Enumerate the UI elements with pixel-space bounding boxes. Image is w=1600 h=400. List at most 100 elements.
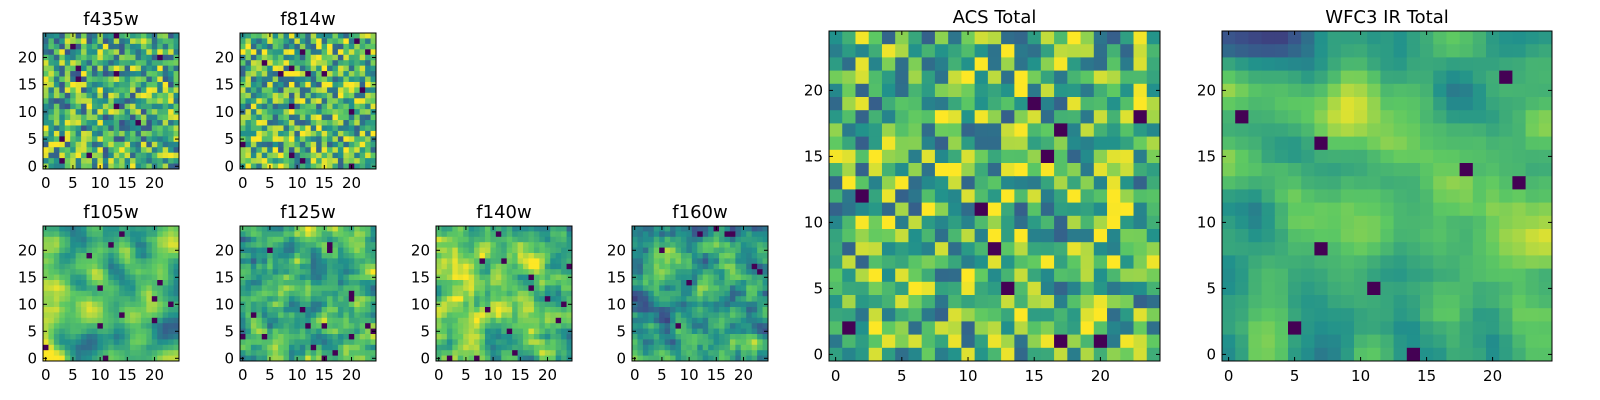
heatmap-cell	[697, 285, 704, 292]
x-tick-label: 0	[238, 366, 248, 384]
heatmap-cell	[294, 65, 301, 72]
heatmap-cell	[97, 280, 104, 286]
heatmap-cell	[321, 65, 328, 72]
heatmap-cell	[506, 350, 513, 356]
heatmap-cell	[1001, 57, 1015, 71]
heatmap-cell	[708, 317, 714, 324]
heatmap-cell	[162, 323, 169, 329]
heatmap-cell	[1525, 70, 1540, 85]
heatmap-cell	[272, 114, 279, 121]
heatmap-cell	[310, 87, 317, 94]
heatmap-cell	[135, 125, 142, 132]
heatmap-cell	[648, 258, 655, 265]
heatmap-cell	[1525, 189, 1540, 203]
heatmap-cell	[506, 242, 513, 248]
heatmap-cell	[1120, 268, 1134, 283]
heatmap-cell	[299, 71, 306, 77]
heatmap-cell	[697, 231, 704, 238]
heatmap-cell	[1472, 202, 1487, 217]
heatmap-cell	[261, 49, 268, 56]
heatmap-cell	[305, 296, 312, 302]
heatmap-cell	[359, 38, 366, 45]
heatmap-cell	[1288, 149, 1302, 164]
heatmap-cell	[533, 280, 540, 286]
heatmap-cell	[146, 263, 153, 270]
heatmap-cell	[1235, 176, 1249, 190]
y-tick-label: 20	[215, 48, 234, 66]
heatmap-cell	[659, 290, 666, 297]
heatmap-cell	[108, 269, 115, 275]
heatmap-cell	[1354, 202, 1368, 217]
heatmap-cell	[288, 92, 295, 99]
heatmap-cell	[316, 323, 322, 329]
heatmap-cell	[675, 280, 682, 286]
heatmap-cell	[555, 355, 562, 362]
heatmap-cell	[305, 60, 312, 67]
heatmap-cell	[162, 81, 169, 88]
heatmap-cell	[359, 152, 366, 159]
heatmap-cell	[245, 33, 252, 39]
heatmap-cell	[921, 31, 936, 45]
heatmap-cell	[528, 301, 535, 308]
heatmap-cell	[1080, 321, 1095, 335]
heatmap-cell	[648, 242, 655, 248]
heatmap-cell	[294, 296, 301, 302]
heatmap-cell	[729, 296, 736, 302]
heatmap-cell	[1486, 215, 1500, 230]
heatmap-cell	[113, 158, 120, 164]
heatmap-cell	[81, 141, 87, 148]
heatmap-cell	[855, 308, 870, 322]
heatmap-cell	[1001, 44, 1015, 58]
heatmap-cell	[735, 242, 742, 248]
heatmap-cell	[43, 236, 49, 243]
heatmap-cell	[468, 274, 475, 281]
heatmap-cell	[86, 120, 93, 126]
heatmap-cell	[1093, 189, 1108, 203]
x-tick-label: 15	[511, 366, 530, 384]
heatmap-cell	[294, 92, 301, 99]
heatmap-cell	[506, 247, 513, 254]
heatmap-cell	[75, 60, 82, 67]
heatmap-cell	[81, 103, 87, 110]
heatmap-cell	[1248, 136, 1262, 151]
heatmap-cell	[250, 109, 257, 115]
heatmap-cell	[1340, 229, 1355, 243]
heatmap-cell	[490, 285, 497, 292]
heatmap-cell	[365, 92, 371, 99]
heatmap-cell	[359, 231, 366, 238]
heatmap-cell	[316, 163, 322, 170]
heatmap-cell	[446, 312, 453, 319]
heatmap-cell	[555, 323, 562, 329]
heatmap-cell	[1001, 83, 1015, 98]
heatmap-cell	[659, 344, 666, 351]
heatmap-cell	[250, 92, 257, 99]
heatmap-cell	[365, 355, 371, 362]
heatmap-cell	[310, 226, 317, 232]
heatmap-cell	[256, 76, 263, 83]
heatmap-cell	[348, 38, 355, 45]
heatmap-cell	[1499, 83, 1513, 98]
heatmap-cell	[523, 317, 529, 324]
heatmap-cell	[908, 321, 923, 335]
panel-title: f125w	[280, 202, 335, 223]
heatmap-cell	[948, 97, 962, 111]
heatmap-cell	[436, 253, 442, 259]
heatmap-cell	[934, 163, 949, 177]
heatmap-cell	[441, 280, 448, 286]
heatmap-cell	[250, 147, 257, 154]
heatmap-cell	[1367, 149, 1381, 164]
heatmap-cell	[719, 355, 725, 362]
heatmap-cell	[157, 147, 164, 154]
heatmap-cell	[523, 301, 529, 308]
heatmap-cell	[108, 87, 115, 94]
heatmap-cell	[321, 81, 328, 88]
heatmap-cell	[719, 274, 725, 281]
heatmap-cell	[757, 274, 763, 281]
heatmap-cell	[735, 285, 742, 292]
heatmap-cell	[501, 231, 508, 238]
heatmap-cell	[1093, 308, 1108, 322]
heatmap-cell	[43, 120, 49, 126]
heatmap-cell	[64, 317, 71, 324]
heatmap-cell	[463, 334, 470, 340]
heatmap-cell	[533, 355, 540, 362]
